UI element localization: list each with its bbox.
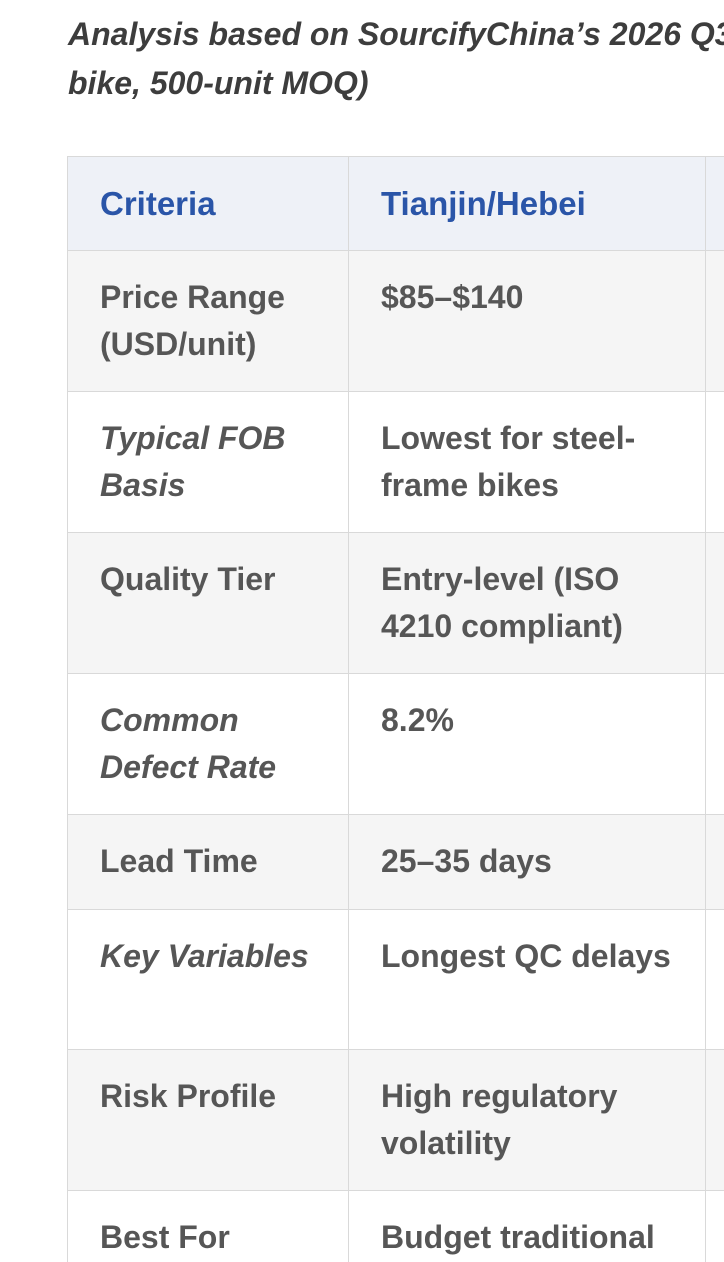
criteria-cell: Best For [67,1190,349,1262]
sourcing-comparison-table-wrap: Criteria Tianjin/Hebei Price Range (USD/… [67,156,724,1262]
column-header-cutoff [705,156,724,251]
criteria-cell: Risk Profile [67,1049,349,1191]
value-cell: 25–35 days [348,814,706,910]
table-row-price-range: Price Range (USD/unit) $85–$140 [67,250,724,392]
page-title-line2: bike, 500-unit MOQ) [68,65,369,101]
criteria-cell: Price Range (USD/unit) [67,250,349,392]
sourcing-comparison-table: Criteria Tianjin/Hebei Price Range (USD/… [67,156,724,1262]
page-title: Analysis based on SourcifyChina’s 2026 Q… [68,10,724,108]
value-cell: High regulatory volatility [348,1049,706,1191]
table-row-defect-rate: Common Defect Rate 8.2% [67,673,724,815]
cutoff-cell [705,814,724,910]
criteria-cell: Typical FOB Basis [67,391,349,533]
cutoff-cell [705,250,724,392]
table-header-row: Criteria Tianjin/Hebei [67,156,724,251]
cutoff-cell [705,1190,724,1262]
value-cell: 8.2% [348,673,706,815]
criteria-cell: Quality Tier [67,532,349,674]
table-row-key-variables: Key Variables Longest QC delays [67,909,724,1050]
table-row-quality-tier: Quality Tier Entry-level (ISO 4210 compl… [67,532,724,674]
value-cell: Budget traditional [348,1190,706,1262]
criteria-cell: Lead Time [67,814,349,910]
value-cell: Entry-level (ISO 4210 compliant) [348,532,706,674]
cutoff-cell [705,532,724,674]
table-row-best-for: Best For Budget traditional [67,1190,724,1262]
value-cell: Lowest for steel-frame bikes [348,391,706,533]
column-header-criteria: Criteria [67,156,349,251]
value-cell: $85–$140 [348,250,706,392]
cutoff-cell [705,1049,724,1191]
table-row-risk-profile: Risk Profile High regulatory volatility [67,1049,724,1191]
table-row-lead-time: Lead Time 25–35 days [67,814,724,910]
column-header-tianjin-hebei: Tianjin/Hebei [348,156,706,251]
criteria-cell: Common Defect Rate [67,673,349,815]
cutoff-cell [705,909,724,1050]
cutoff-cell [705,391,724,533]
page-title-line1: Analysis based on SourcifyChina’s 2026 Q… [68,16,724,52]
criteria-cell: Key Variables [67,909,349,1050]
cutoff-cell [705,673,724,815]
table-row-fob-basis: Typical FOB Basis Lowest for steel-frame… [67,391,724,533]
value-cell: Longest QC delays [348,909,706,1050]
